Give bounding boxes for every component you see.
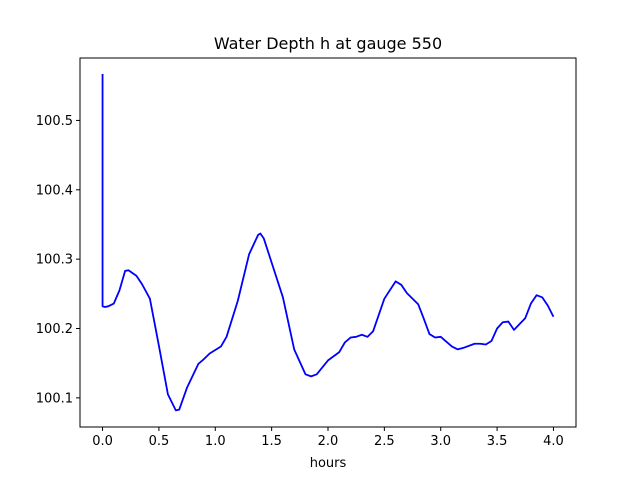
y-tick-label: 100.3 [36,253,73,268]
plot-area [101,73,555,412]
x-axis: 0.0 0.5 1.0 1.5 2.0 2.5 3.0 3.5 4.0 [92,427,564,449]
chart-title: Water Depth h at gauge 550 [214,34,442,53]
x-tick-label: 0.0 [92,434,113,449]
y-tick-label: 100.4 [36,183,73,198]
series-line-0 [101,73,555,412]
y-tick-label: 100.1 [36,391,73,406]
x-tick-label: 1.5 [261,434,282,449]
x-tick-label: 2.5 [374,434,395,449]
x-tick-label: 4.0 [543,434,564,449]
y-tick-label: 100.2 [36,322,73,337]
x-tick-label: 2.0 [318,434,339,449]
x-tick-label: 3.0 [430,434,451,449]
y-tick-label: 100.5 [36,114,73,129]
x-axis-label: hours [310,456,347,471]
y-axis: 100.1 100.2 100.3 100.4 100.5 [36,114,80,406]
x-tick-label: 3.5 [487,434,508,449]
x-tick-label: 0.5 [149,434,170,449]
x-tick-label: 1.0 [205,434,226,449]
